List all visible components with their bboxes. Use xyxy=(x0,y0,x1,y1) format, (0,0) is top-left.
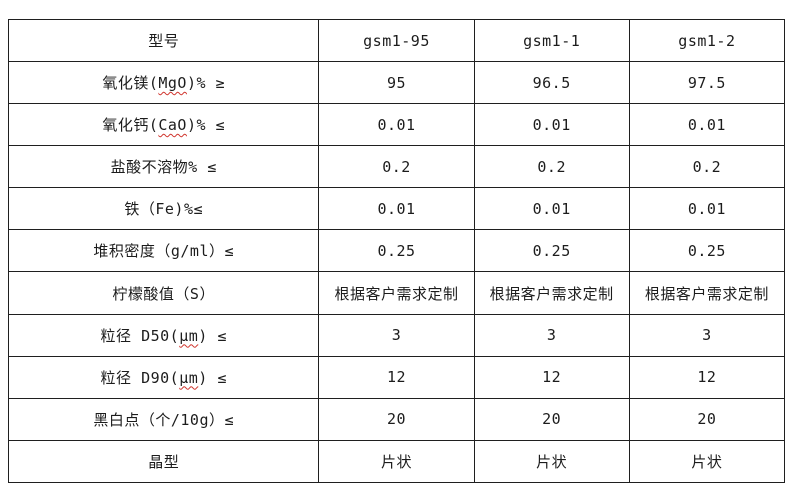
value-cell: 95 xyxy=(318,61,475,105)
value-cell: 0.25 xyxy=(628,229,786,273)
spellcheck-squiggle-text: μm xyxy=(179,326,199,345)
row-label-cell: 盐酸不溶物% ≤ xyxy=(7,145,320,189)
value-cell: 0.2 xyxy=(628,145,786,189)
table-row-black-white-spots: 黑白点（个/10g）≤ 20 20 20 xyxy=(7,397,786,441)
value-cell: 97.5 xyxy=(628,61,786,105)
value-cell: 片状 xyxy=(628,439,786,484)
table-row-citric-acid-value: 柠檬酸值（S） 根据客户需求定制 根据客户需求定制 根据客户需求定制 xyxy=(7,271,786,315)
value-cell: 0.25 xyxy=(473,229,630,273)
row-label-cell: 柠檬酸值（S） xyxy=(7,271,320,315)
row-label-cell: 晶型 xyxy=(7,439,320,484)
label-text: ) ≤ xyxy=(198,368,227,387)
value-cell: 片状 xyxy=(318,439,475,484)
row-label-cell: 铁（Fe)%≤ xyxy=(7,187,320,231)
row-label-cell: 黑白点（个/10g）≤ xyxy=(7,397,320,441)
value-cell: 3 xyxy=(318,313,475,357)
value-cell: 0.01 xyxy=(318,187,475,231)
value-cell: 12 xyxy=(318,355,475,399)
value-cell: 根据客户需求定制 xyxy=(473,271,630,315)
row-label-cell: 粒径 D50(μm) ≤ xyxy=(7,313,320,357)
spellcheck-squiggle-text: CaO xyxy=(158,116,187,135)
value-cell: 根据客户需求定制 xyxy=(628,271,786,315)
value-cell: 12 xyxy=(473,355,630,399)
table-row-d90: 粒径 D90(μm) ≤ 12 12 12 xyxy=(7,355,786,399)
table-row-d50: 粒径 D50(μm) ≤ 3 3 3 xyxy=(7,313,786,357)
value-cell: 0.01 xyxy=(628,187,786,231)
table-header-row: 型号 gsm1-95 gsm1-1 gsm1-2 xyxy=(7,18,786,63)
label-text: 晶型 xyxy=(148,452,180,471)
value-cell: 3 xyxy=(473,313,630,357)
label-text: 盐酸不溶物% ≤ xyxy=(110,158,217,177)
value-cell: 20 xyxy=(628,397,786,441)
value-cell: 0.01 xyxy=(318,103,475,147)
spellcheck-squiggle-text: MgO xyxy=(158,74,187,93)
label-text: 铁（Fe)%≤ xyxy=(124,200,204,219)
header-label-cell: 型号 xyxy=(7,18,320,63)
model-header-cell: gsm1-95 xyxy=(318,18,475,63)
label-text: )% ≤ xyxy=(186,116,226,135)
value-cell: 20 xyxy=(473,397,630,441)
label-text: 堆积密度（g/ml）≤ xyxy=(93,242,235,261)
table-row-crystal-form: 晶型 片状 片状 片状 xyxy=(7,439,786,484)
row-label-cell: 粒径 D90(μm) ≤ xyxy=(7,355,320,399)
row-label-cell: 堆积密度（g/ml）≤ xyxy=(7,229,320,273)
label-text: 氧化镁( xyxy=(102,74,159,93)
value-cell: 0.01 xyxy=(628,103,786,147)
label-text: )% ≥ xyxy=(186,74,226,93)
value-cell: 片状 xyxy=(473,439,630,484)
label-text: 氧化钙( xyxy=(102,116,159,135)
model-header-cell: gsm1-2 xyxy=(628,18,786,63)
spellcheck-squiggle-text: μm xyxy=(179,368,199,387)
label-text: 粒径 D90( xyxy=(100,368,180,387)
value-cell: 20 xyxy=(318,397,475,441)
table-row-bulk-density: 堆积密度（g/ml）≤ 0.25 0.25 0.25 xyxy=(7,229,786,273)
label-text: ) ≤ xyxy=(198,326,227,345)
value-cell: 96.5 xyxy=(473,61,630,105)
value-cell: 0.01 xyxy=(473,103,630,147)
value-cell: 0.01 xyxy=(473,187,630,231)
label-text: 黑白点（个/10g）≤ xyxy=(93,410,235,429)
table-row-mgo: 氧化镁(MgO)% ≥ 95 96.5 97.5 xyxy=(7,61,786,105)
model-header-cell: gsm1-1 xyxy=(473,18,630,63)
table-row-fe: 铁（Fe)%≤ 0.01 0.01 0.01 xyxy=(7,187,786,231)
value-cell: 12 xyxy=(628,355,786,399)
value-cell: 根据客户需求定制 xyxy=(318,271,475,315)
row-label-cell: 氧化镁(MgO)% ≥ xyxy=(7,61,320,105)
spec-table-container: 型号 gsm1-95 gsm1-1 gsm1-2 氧化镁(MgO)% ≥ 95 … xyxy=(7,18,786,484)
value-cell: 0.2 xyxy=(318,145,475,189)
table-row-cao: 氧化钙(CaO)% ≤ 0.01 0.01 0.01 xyxy=(7,103,786,147)
label-text: 粒径 D50( xyxy=(100,326,180,345)
value-cell: 0.2 xyxy=(473,145,630,189)
table-row-hcl-insoluble: 盐酸不溶物% ≤ 0.2 0.2 0.2 xyxy=(7,145,786,189)
value-cell: 3 xyxy=(628,313,786,357)
row-label-cell: 氧化钙(CaO)% ≤ xyxy=(7,103,320,147)
label-text: 柠檬酸值（S） xyxy=(112,284,215,303)
product-spec-table: 型号 gsm1-95 gsm1-1 gsm1-2 氧化镁(MgO)% ≥ 95 … xyxy=(7,18,786,484)
value-cell: 0.25 xyxy=(318,229,475,273)
